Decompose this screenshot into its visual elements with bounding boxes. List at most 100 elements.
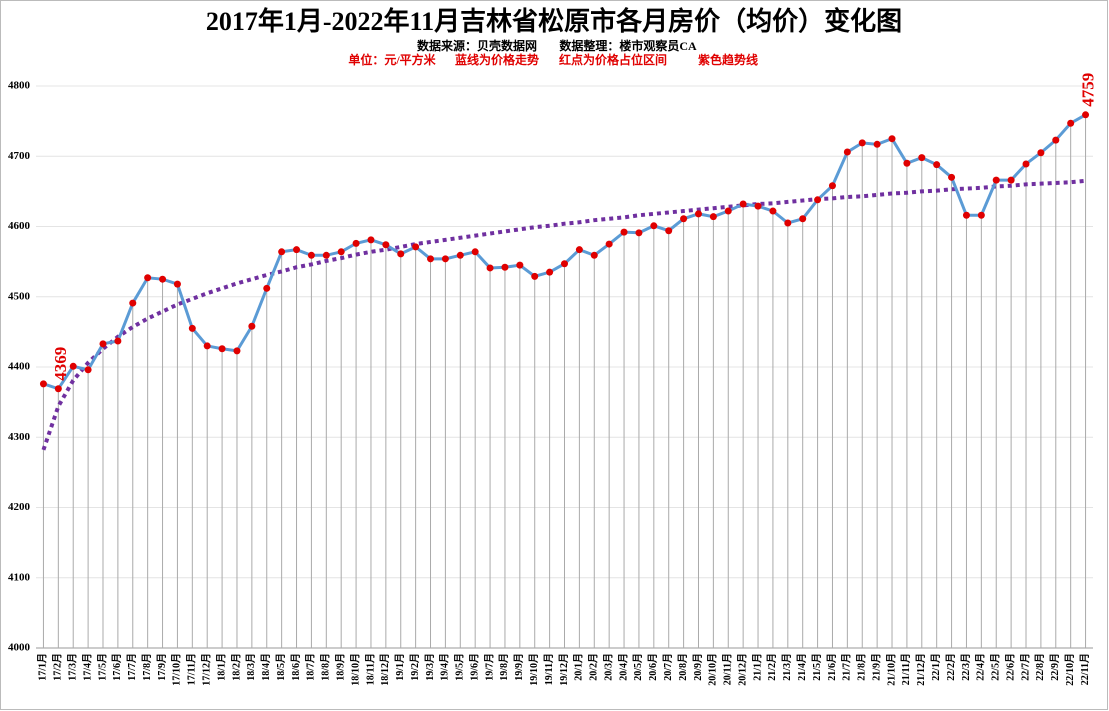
x-tick-label: 20/1月 — [573, 653, 585, 681]
price-marker — [84, 366, 92, 374]
x-tick-label: 22/11月 — [1079, 653, 1091, 685]
x-tick-label: 22/7月 — [1019, 653, 1031, 681]
price-marker — [546, 268, 554, 276]
x-tick-label: 22/4月 — [975, 653, 987, 681]
price-marker — [680, 215, 688, 223]
x-tick-label: 17/7月 — [126, 653, 138, 681]
x-tick-label: 17/9月 — [156, 653, 168, 681]
x-tick-label: 18/8月 — [320, 653, 332, 681]
price-marker — [1082, 111, 1090, 119]
price-marker — [933, 161, 941, 169]
x-tick-label: 22/9月 — [1049, 653, 1061, 681]
price-marker — [665, 227, 673, 235]
x-tick-label: 19/9月 — [513, 653, 525, 681]
note: 紫色趋势线 — [698, 52, 758, 67]
y-tick-label: 4300 — [8, 431, 31, 443]
price-marker — [650, 222, 658, 230]
price-marker — [769, 207, 777, 215]
x-tick-label: 19/11月 — [543, 653, 555, 685]
price-marker — [278, 248, 286, 256]
price-marker — [843, 148, 851, 156]
price-marker — [69, 362, 77, 370]
price-marker — [709, 213, 717, 221]
x-tick-label: 20/2月 — [588, 653, 600, 681]
price-marker — [114, 337, 122, 345]
price-marker — [739, 200, 747, 208]
x-tick-label: 20/9月 — [692, 653, 704, 681]
y-tick-label: 4000 — [8, 642, 31, 654]
x-tick-label: 17/10月 — [171, 653, 183, 686]
x-tick-label: 21/3月 — [781, 653, 793, 681]
x-tick-label: 20/6月 — [647, 653, 659, 681]
x-tick-label: 18/11月 — [364, 653, 376, 685]
note: 蓝线为价格走势 — [455, 52, 539, 67]
x-tick-label: 20/11月 — [722, 653, 734, 685]
price-marker — [39, 380, 47, 388]
price-marker — [784, 219, 792, 227]
x-tick-label: 17/3月 — [67, 653, 79, 681]
x-tick-label: 17/4月 — [81, 653, 93, 681]
y-tick-label: 4700 — [8, 150, 31, 162]
compiler: 数据整理：楼市观察员CA — [559, 38, 697, 53]
price-marker — [620, 228, 628, 236]
x-tick-label: 17/1月 — [37, 653, 49, 681]
price-marker — [754, 202, 762, 210]
price-marker — [873, 140, 881, 148]
x-tick-label: 19/10月 — [528, 653, 540, 686]
price-marker — [322, 251, 330, 259]
x-tick-label: 21/1月 — [751, 653, 763, 681]
price-marker — [441, 255, 449, 263]
price-marker — [218, 345, 226, 353]
y-tick-label: 4400 — [8, 361, 31, 373]
price-marker — [962, 211, 970, 219]
x-tick-label: 21/10月 — [885, 653, 897, 686]
x-tick-label: 22/10月 — [1064, 653, 1076, 686]
x-tick-label: 21/4月 — [796, 653, 808, 681]
price-marker — [352, 239, 360, 247]
x-tick-label: 22/5月 — [990, 653, 1002, 681]
x-tick-label: 17/12月 — [201, 653, 213, 686]
x-tick-label: 18/2月 — [230, 653, 242, 681]
x-tick-label: 18/9月 — [334, 653, 346, 681]
x-tick-label: 18/4月 — [260, 653, 272, 681]
x-tick-label: 21/11月 — [900, 653, 912, 685]
x-tick-label: 18/3月 — [245, 653, 257, 681]
x-tick-label: 19/7月 — [483, 653, 495, 681]
price-marker — [948, 173, 956, 181]
price-marker — [590, 251, 598, 259]
price-marker — [799, 215, 807, 223]
x-tick-label: 18/7月 — [305, 653, 317, 681]
x-tick-label: 19/3月 — [424, 653, 436, 681]
x-tick-label: 18/12月 — [379, 653, 391, 686]
price-marker — [1052, 136, 1060, 144]
price-marker — [248, 322, 256, 330]
price-marker — [129, 299, 137, 307]
x-tick-label: 22/3月 — [960, 653, 972, 681]
price-marker — [918, 154, 926, 162]
x-tick-label: 21/7月 — [841, 653, 853, 681]
source: 数据来源：贝壳数据网 — [417, 38, 537, 53]
x-tick-label: 21/8月 — [856, 653, 868, 681]
y-tick-label: 4800 — [8, 80, 31, 92]
x-tick-label: 18/6月 — [290, 653, 302, 681]
x-tick-label: 20/4月 — [617, 653, 629, 681]
y-tick-label: 4200 — [8, 501, 31, 513]
price-marker — [144, 274, 152, 282]
x-tick-label: 17/8月 — [141, 653, 153, 681]
note: 单位：元/平方米 — [348, 52, 436, 67]
x-tick-label: 22/2月 — [945, 653, 957, 681]
x-tick-label: 19/1月 — [394, 653, 406, 681]
price-marker — [888, 135, 896, 143]
x-tick-label: 20/3月 — [602, 653, 614, 681]
x-tick-label: 21/9月 — [870, 653, 882, 681]
price-marker — [575, 246, 583, 254]
y-tick-label: 4600 — [8, 220, 31, 232]
data-label: 4369 — [51, 347, 70, 381]
x-tick-label: 21/5月 — [811, 653, 823, 681]
price-marker — [516, 261, 524, 269]
price-marker — [99, 340, 107, 348]
x-tick-label: 18/10月 — [349, 653, 361, 686]
x-tick-label: 20/7月 — [662, 653, 674, 681]
